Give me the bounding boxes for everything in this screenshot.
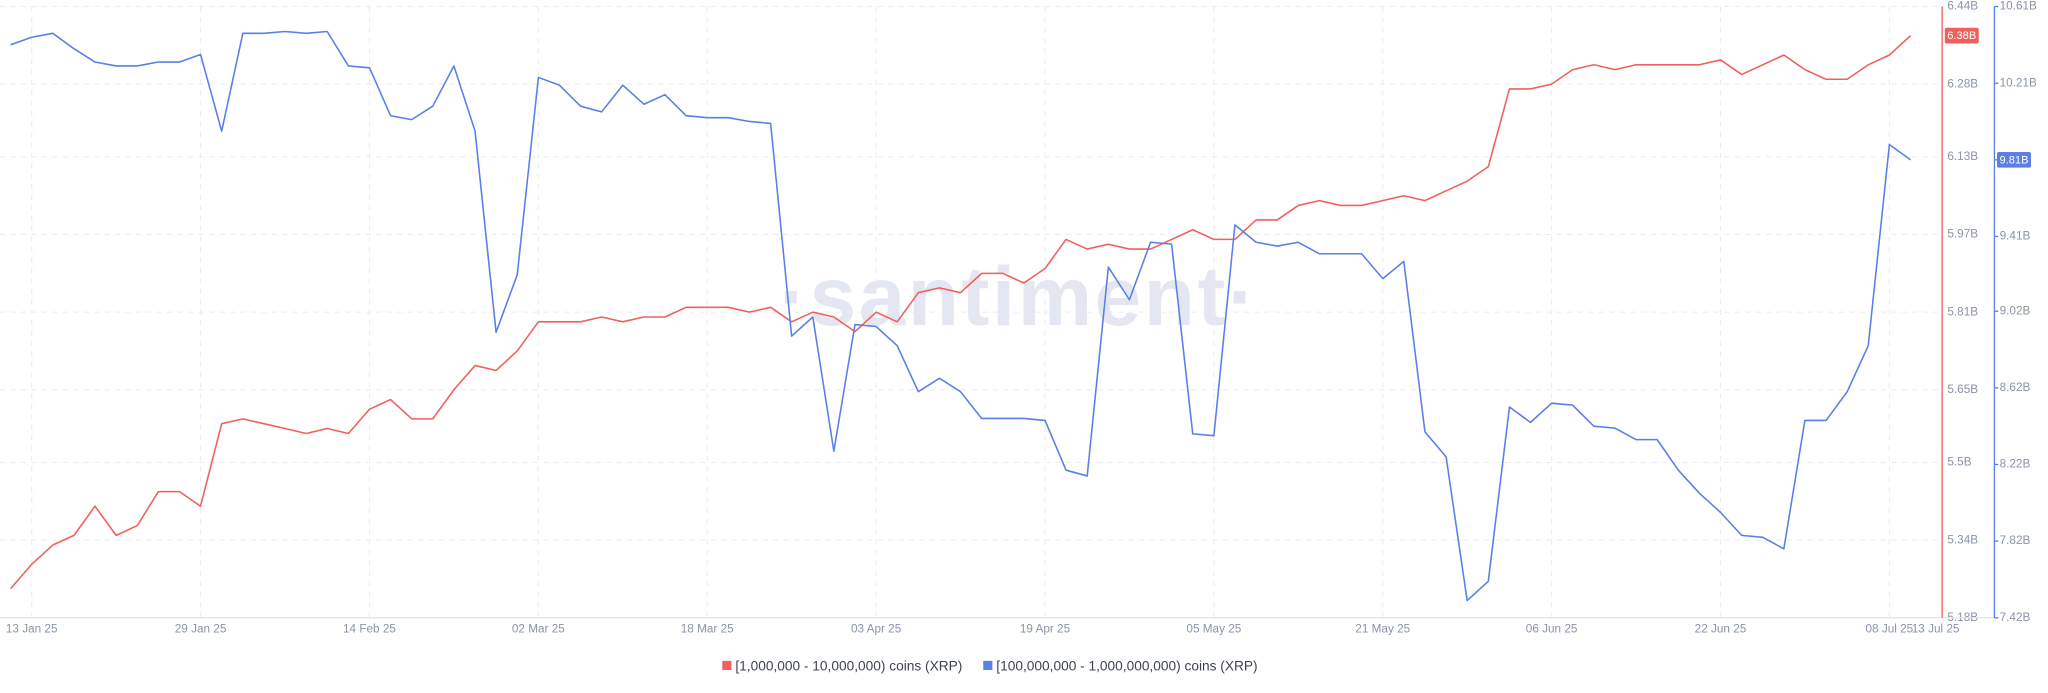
y-tick-label: 6.13B bbox=[1947, 150, 1978, 163]
last-value-label: 9.81B bbox=[2000, 154, 2029, 166]
x-tick-label: 06 Jun 25 bbox=[1526, 623, 1578, 636]
y2-tick-label: 7.82B bbox=[2000, 534, 2031, 547]
x-tick-label: 14 Feb 25 bbox=[343, 623, 396, 636]
y-tick-label: 5.81B bbox=[1947, 305, 1978, 318]
x-tick-label: 19 Apr 25 bbox=[1020, 623, 1071, 636]
legend-swatch bbox=[983, 660, 993, 671]
y2-tick-label: 9.02B bbox=[2000, 304, 2031, 317]
x-tick-label: 13 Jan 25 bbox=[6, 623, 58, 636]
x-tick-label: 13 Jul 25 bbox=[1912, 623, 1960, 636]
y-tick-label: 6.28B bbox=[1947, 77, 1978, 90]
legend-label: [1,000,000 - 10,000,000) coins (XRP) bbox=[735, 658, 962, 673]
y-tick-label: 5.5B bbox=[1947, 456, 1971, 469]
legend-swatch bbox=[722, 660, 732, 671]
y2-tick-label: 10.61B bbox=[2000, 0, 2037, 13]
x-tick-label: 21 May 25 bbox=[1355, 623, 1410, 636]
y-tick-label: 5.97B bbox=[1947, 228, 1978, 241]
y-tick-label: 5.34B bbox=[1947, 533, 1978, 546]
x-tick-label: 29 Jan 25 bbox=[175, 623, 227, 636]
x-tick-label: 18 Mar 25 bbox=[681, 623, 734, 636]
y2-tick-label: 10.21B bbox=[2000, 76, 2037, 89]
series-line bbox=[10, 30, 1912, 602]
y2-tick-label: 8.22B bbox=[2000, 458, 2031, 471]
y-tick-label: 6.44B bbox=[1947, 0, 1978, 13]
x-tick-label: 03 Apr 25 bbox=[851, 623, 902, 636]
x-tick-label: 08 Jul 25 bbox=[1866, 623, 1914, 636]
last-value-badge bbox=[1944, 27, 1979, 44]
series-line bbox=[10, 35, 1912, 590]
y2-tick-label: 8.62B bbox=[2000, 381, 2031, 394]
last-value-badge bbox=[1997, 151, 2031, 168]
legend-label: [100,000,000 - 1,000,000,000) coins (XRP… bbox=[996, 658, 1257, 673]
last-value-label: 6.38B bbox=[1947, 30, 1976, 42]
y2-tick-label: 7.42B bbox=[2000, 611, 2031, 624]
y-tick-label: 5.65B bbox=[1947, 383, 1978, 396]
x-tick-label: 22 Jun 25 bbox=[1695, 623, 1747, 636]
y2-tick-label: 9.41B bbox=[2000, 230, 2031, 243]
x-tick-label: 05 May 25 bbox=[1186, 623, 1241, 636]
x-tick-label: 02 Mar 25 bbox=[512, 623, 565, 636]
